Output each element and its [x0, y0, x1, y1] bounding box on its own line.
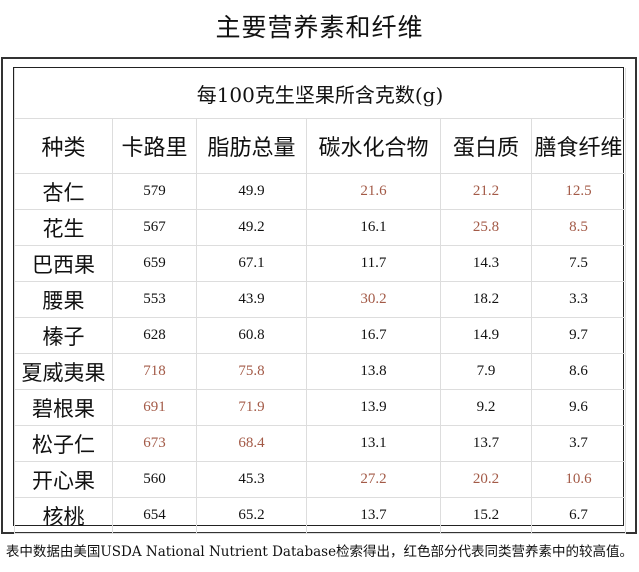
- value-cell: 6.7: [531, 497, 626, 534]
- nut-name-cell: 腰果: [14, 281, 113, 318]
- value-cell: 718: [112, 353, 197, 390]
- value-cell: 43.9: [196, 281, 307, 318]
- value-cell: 60.8: [196, 317, 307, 354]
- nut-name-cell: 巴西果: [14, 245, 113, 282]
- value-cell: 68.4: [196, 425, 307, 462]
- value-cell: 45.3: [196, 461, 307, 498]
- table-row: 核桃 654 65.2 13.7 15.2 6.7: [14, 497, 626, 534]
- value-cell: 14.9: [440, 317, 532, 354]
- column-header: 卡路里: [112, 118, 197, 174]
- nut-name-cell: 碧根果: [14, 389, 113, 426]
- value-cell: 14.3: [440, 245, 532, 282]
- nut-name-cell: 松子仁: [14, 425, 113, 462]
- value-cell: 7.5: [531, 245, 626, 282]
- value-cell: 11.7: [306, 245, 441, 282]
- value-cell: 9.7: [531, 317, 626, 354]
- column-header: 膳食纤维: [531, 118, 626, 174]
- value-cell: 20.2: [440, 461, 532, 498]
- value-cell: 579: [112, 173, 197, 210]
- value-cell: 49.2: [196, 209, 307, 246]
- value-cell: 628: [112, 317, 197, 354]
- column-header: 种类: [14, 118, 113, 174]
- table-row: 碧根果 691 71.9 13.9 9.2 9.6: [14, 389, 626, 426]
- nutrition-table-container: 每100克生坚果所含克数(g) 种类 卡路里 脂肪总量 碳水化合物 蛋白质 膳食纤维 杏仁…: [13, 67, 626, 534]
- value-cell: 10.6: [531, 461, 626, 498]
- value-cell: 21.6: [306, 173, 441, 210]
- value-cell: 27.2: [306, 461, 441, 498]
- nut-name-cell: 榛子: [14, 317, 113, 354]
- nut-name-cell: 花生: [14, 209, 113, 246]
- header-row: 种类 卡路里 脂肪总量 碳水化合物 蛋白质 膳食纤维: [14, 118, 626, 174]
- value-cell: 67.1: [196, 245, 307, 282]
- nut-name-cell: 夏威夷果: [14, 353, 113, 390]
- table-row: 腰果 553 43.9 30.2 18.2 3.3: [14, 281, 626, 318]
- nut-name-cell: 核桃: [14, 497, 113, 534]
- value-cell: 15.2: [440, 497, 532, 534]
- value-cell: 71.9: [196, 389, 307, 426]
- value-cell: 30.2: [306, 281, 441, 318]
- table-frame: 每100克生坚果所含克数(g) 种类 卡路里 脂肪总量 碳水化合物 蛋白质 膳食纤维 杏仁…: [1, 57, 637, 534]
- column-header: 脂肪总量: [196, 118, 307, 174]
- nut-name-cell: 开心果: [14, 461, 113, 498]
- value-cell: 16.7: [306, 317, 441, 354]
- table-row: 松子仁 673 68.4 13.1 13.7 3.7: [14, 425, 626, 462]
- column-header: 碳水化合物: [306, 118, 441, 174]
- value-cell: 21.2: [440, 173, 532, 210]
- value-cell: 3.3: [531, 281, 626, 318]
- value-cell: 9.6: [531, 389, 626, 426]
- column-header: 蛋白质: [440, 118, 532, 174]
- value-cell: 567: [112, 209, 197, 246]
- value-cell: 65.2: [196, 497, 307, 534]
- table-row: 花生 567 49.2 16.1 25.8 8.5: [14, 209, 626, 246]
- value-cell: 16.1: [306, 209, 441, 246]
- value-cell: 75.8: [196, 353, 307, 390]
- value-cell: 659: [112, 245, 197, 282]
- value-cell: 13.7: [306, 497, 441, 534]
- value-cell: 13.8: [306, 353, 441, 390]
- value-cell: 13.7: [440, 425, 532, 462]
- page-title: 主要营养素和纤维: [215, 13, 424, 42]
- table-row: 榛子 628 60.8 16.7 14.9 9.7: [14, 317, 626, 354]
- nut-name-cell: 杏仁: [14, 173, 113, 210]
- value-cell: 13.9: [306, 389, 441, 426]
- value-cell: 8.5: [531, 209, 626, 246]
- value-cell: 8.6: [531, 353, 626, 390]
- footnote: 表中数据由美国USDA National Nutrient Database检索…: [5, 544, 634, 560]
- value-cell: 553: [112, 281, 197, 318]
- table-row: 夏威夷果 718 75.8 13.8 7.9 8.6: [14, 353, 626, 390]
- table-body: 杏仁 579 49.9 21.6 21.2 12.5 花生 567 49.2 16.1 25.8 8.…: [14, 173, 626, 534]
- value-cell: 49.9: [196, 173, 307, 210]
- value-cell: 691: [112, 389, 197, 426]
- table-row: 杏仁 579 49.9 21.6 21.2 12.5: [14, 173, 626, 210]
- value-cell: 673: [112, 425, 197, 462]
- value-cell: 654: [112, 497, 197, 534]
- table-row: 开心果 560 45.3 27.2 20.2 10.6: [14, 461, 626, 498]
- value-cell: 3.7: [531, 425, 626, 462]
- table-row: 巴西果 659 67.1 11.7 14.3 7.5: [14, 245, 626, 282]
- nutrition-table: 每100克生坚果所含克数(g) 种类 卡路里 脂肪总量 碳水化合物 蛋白质 膳食纤维 杏仁…: [14, 68, 626, 534]
- value-cell: 7.9: [440, 353, 532, 390]
- value-cell: 560: [112, 461, 197, 498]
- value-cell: 9.2: [440, 389, 532, 426]
- table-caption: 每100克生坚果所含克数(g): [14, 68, 626, 119]
- value-cell: 25.8: [440, 209, 532, 246]
- value-cell: 18.2: [440, 281, 532, 318]
- value-cell: 13.1: [306, 425, 441, 462]
- value-cell: 12.5: [531, 173, 626, 210]
